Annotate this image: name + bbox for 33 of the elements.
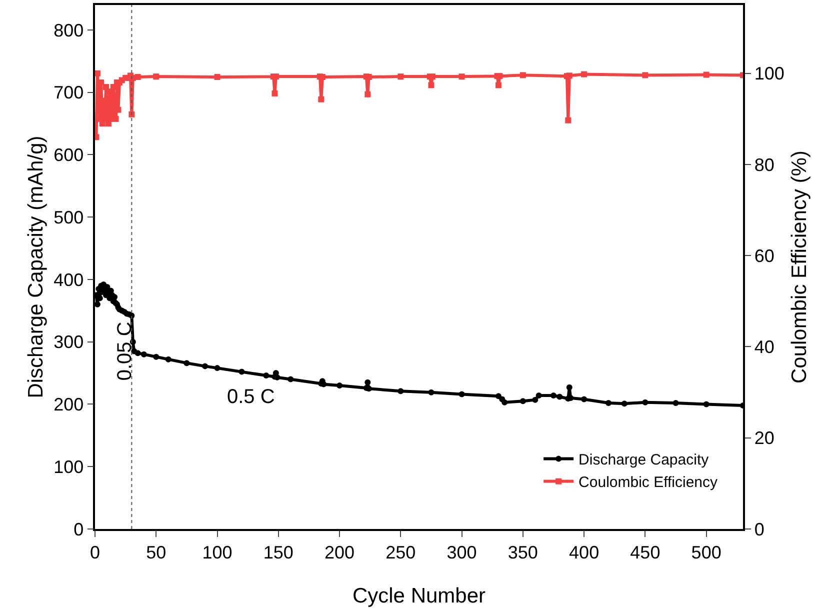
y-tick-label: 700 [54, 82, 84, 103]
y2-axis-title: Coulombic Efficiency (%) [788, 150, 811, 384]
y2-tick-label: 20 [754, 428, 774, 448]
y-tick-label: 800 [54, 20, 84, 40]
y2-tick-label: 60 [754, 246, 774, 266]
y2-tick-label: 40 [754, 337, 774, 358]
x-tick-label: 300 [446, 542, 477, 562]
y2-tick-label: 100 [754, 64, 784, 84]
x-tick-label: 250 [386, 542, 416, 562]
x-axis-title: Cycle Number [352, 584, 486, 608]
x-tick-label: 350 [508, 542, 538, 562]
y-axis-title: Discharge Capacity (mAh/g) [24, 136, 48, 398]
x-tick-label: 500 [691, 542, 722, 562]
x-tick-label: 50 [146, 542, 166, 562]
y2-tick-label: 0 [754, 519, 764, 540]
y-tick-label: 400 [54, 270, 84, 290]
x-tick-label: 200 [324, 542, 355, 562]
y-tick-label: 100 [54, 456, 84, 477]
annotation: 0.5 C [227, 386, 275, 408]
y2-tick-label: 80 [754, 154, 774, 175]
x-tick-label: 100 [202, 542, 232, 562]
legend-label: Coulombic Efficiency [578, 474, 718, 492]
y-tick-label: 300 [54, 332, 84, 352]
y-tick-label: 0 [74, 519, 84, 540]
y-tick-label: 500 [54, 207, 84, 228]
x-tick-label: 450 [630, 542, 660, 562]
x-tick-label: 400 [569, 542, 600, 562]
legend-label: Discharge Capacity [578, 452, 710, 469]
y-tick-label: 600 [54, 145, 84, 166]
y-tick-label: 200 [54, 394, 84, 415]
annotation: 0.05 C [114, 322, 136, 381]
x-tick-label: 150 [263, 542, 294, 562]
x-tick-label: 0 [90, 542, 100, 562]
